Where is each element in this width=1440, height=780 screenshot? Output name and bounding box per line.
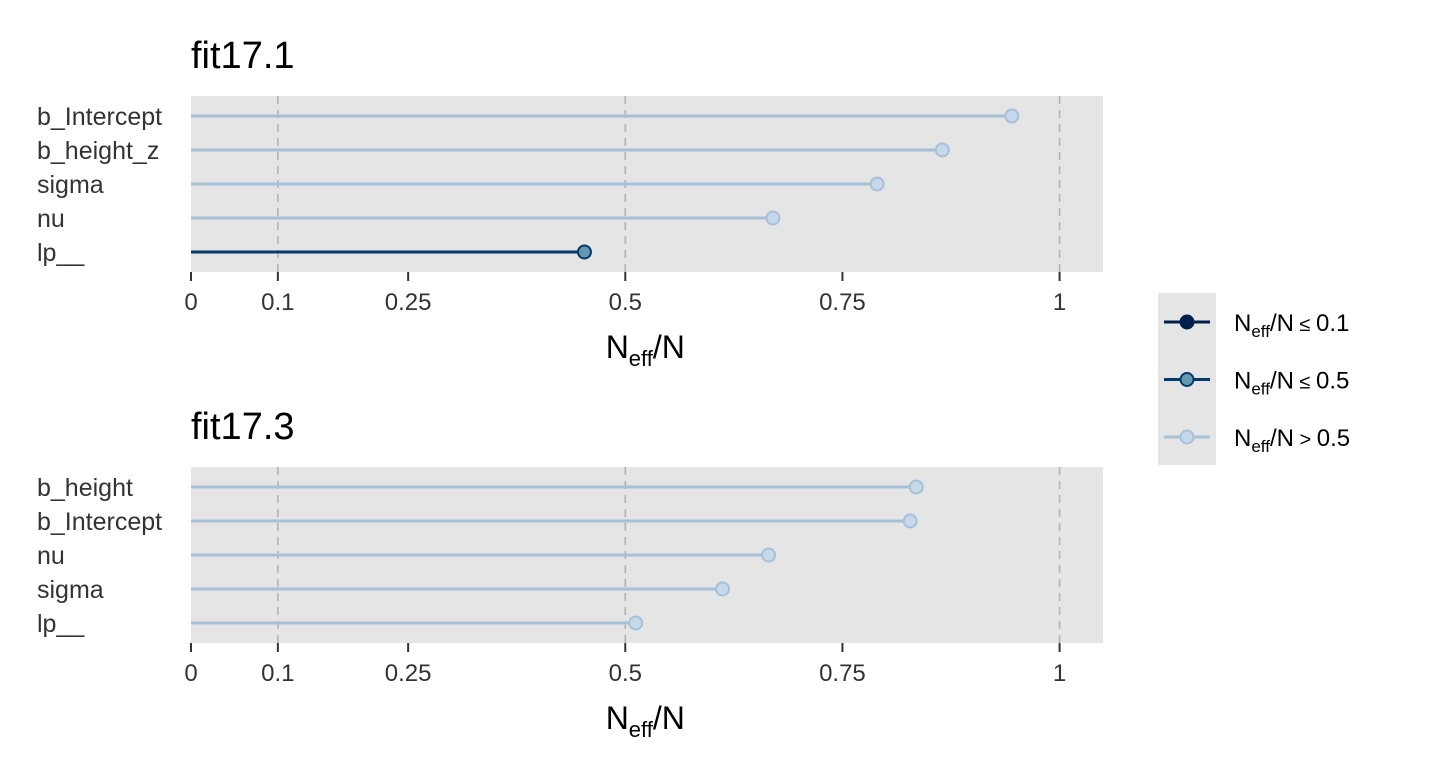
legend-key-point (1179, 314, 1195, 330)
legend-key-point (1179, 372, 1195, 387)
parameter-label: b_height (37, 474, 133, 502)
x-tick-label: 0 (184, 289, 197, 316)
x-tick-label: 0.1 (261, 660, 294, 687)
ratio-point (908, 479, 924, 495)
ratio-point (761, 547, 777, 563)
legend-key-point (1179, 429, 1195, 445)
ratio-point (765, 210, 781, 226)
x-tick-label: 0.1 (261, 289, 294, 316)
parameter-label: lp__ (37, 610, 85, 638)
parameter-label: sigma (37, 576, 104, 604)
ratio-point (715, 581, 731, 597)
legend-label: Neff/N ≤ 0.1 (1234, 310, 1349, 341)
x-tick-label: 1 (1053, 289, 1066, 316)
parameter-label: b_Intercept (37, 103, 162, 131)
parameter-label: nu (37, 542, 65, 570)
legend-label: Neff/N > 0.5 (1234, 425, 1350, 456)
x-axis-title: Neff/N (606, 700, 685, 742)
x-tick-label: 0 (184, 660, 197, 687)
parameter-label: sigma (37, 171, 104, 199)
legend-item-high: Neff/N > 0.5 (1164, 425, 1350, 456)
legend-item-mid: Neff/N ≤ 0.5 (1164, 368, 1349, 399)
parameter-label: lp__ (37, 239, 85, 267)
parameter-label: b_height_z (37, 137, 159, 165)
ratio-point (869, 176, 885, 192)
panel-title: fit17.3 (191, 406, 295, 448)
ratio-point (1004, 108, 1020, 124)
x-tick-label: 0.25 (385, 660, 432, 687)
x-tick-label: 0.75 (819, 289, 866, 316)
x-axis-title: Neff/N (606, 329, 685, 371)
panel-title: fit17.1 (191, 35, 295, 77)
x-tick-label: 0.5 (609, 660, 642, 687)
legend-item-low: Neff/N ≤ 0.1 (1164, 310, 1349, 341)
x-tick-label: 1 (1053, 660, 1066, 687)
ratio-point (902, 513, 918, 529)
legend: Neff/N ≤ 0.1 Neff/N ≤ 0.5 Neff/N > 0.5 (1158, 293, 1350, 465)
x-tick-label: 0.5 (609, 289, 642, 316)
parameter-label: nu (37, 205, 65, 233)
ratio-point (934, 142, 950, 158)
legend-label: Neff/N ≤ 0.5 (1234, 368, 1349, 399)
x-tick-label: 0.75 (819, 660, 866, 687)
parameter-label: b_Intercept (37, 508, 162, 536)
x-tick-label: 0.25 (385, 289, 432, 316)
ratio-point (576, 244, 592, 260)
ratio-point (628, 615, 644, 631)
